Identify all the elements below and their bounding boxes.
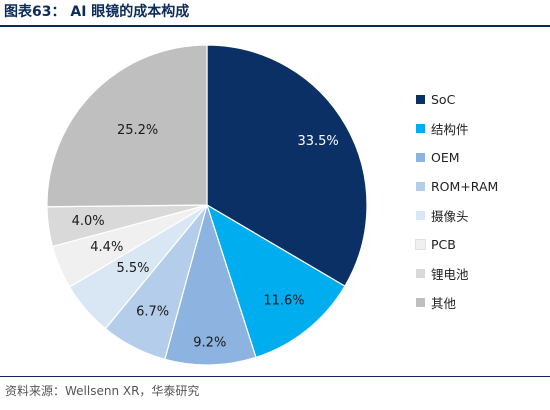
figure-title: 图表63： AI 眼镜的成本构成 bbox=[4, 4, 190, 20]
legend-item-rom-ram: ROM+RAM bbox=[416, 172, 498, 201]
slice-label-rom-ram: 6.7% bbox=[136, 305, 169, 320]
legend-item-other: 其他 bbox=[416, 288, 498, 317]
legend-item-soc: SoC bbox=[416, 85, 498, 114]
pie-slice-oem bbox=[164, 202, 257, 366]
pie-slice-other bbox=[46, 44, 208, 208]
slice-label-other: 25.2% bbox=[117, 123, 158, 138]
legend-label-camera: 摄像头 bbox=[431, 209, 469, 224]
legend-label-other: 其他 bbox=[431, 296, 457, 311]
slice-label-structure: 11.6% bbox=[263, 294, 304, 309]
legend-swatch-structure bbox=[416, 124, 425, 133]
legend: SoC 结构件 OEM ROM+RAM 摄像头 PCB 锂电池 其他 bbox=[415, 85, 498, 317]
legend-label-oem: OEM bbox=[431, 150, 460, 165]
pie-chart: 33.5% 11.6% 9.2% 6.7% 5.5% 4.4% 4.0% 25.2% bbox=[46, 44, 368, 366]
legend-label-rom-ram: ROM+RAM bbox=[431, 179, 499, 194]
pie-slice-soc bbox=[206, 44, 368, 287]
legend-swatch-pcb bbox=[415, 239, 426, 250]
legend-swatch-camera bbox=[416, 211, 425, 220]
legend-label-structure: 结构件 bbox=[431, 122, 469, 137]
pie-slice-labels: 33.5% 11.6% 9.2% 6.7% 5.5% 4.4% 4.0% 25.2% bbox=[72, 123, 339, 351]
legend-label-pcb: PCB bbox=[431, 237, 456, 252]
legend-swatch-rom-ram bbox=[416, 182, 425, 191]
legend-swatch-battery bbox=[416, 269, 425, 278]
legend-item-battery: 锂电池 bbox=[416, 259, 498, 288]
legend-swatch-other bbox=[416, 298, 425, 307]
legend-label-soc: SoC bbox=[431, 92, 456, 107]
slice-label-oem: 9.2% bbox=[193, 336, 226, 351]
slice-label-battery: 4.0% bbox=[72, 214, 105, 229]
source-note: 资料来源：Wellsenn XR，华泰研究 bbox=[5, 384, 200, 398]
legend-item-pcb: PCB bbox=[415, 230, 498, 259]
legend-item-oem: OEM bbox=[416, 143, 498, 172]
legend-swatch-soc bbox=[416, 95, 425, 104]
legend-item-structure: 结构件 bbox=[416, 114, 498, 143]
title-divider bbox=[0, 25, 550, 27]
pie-slices bbox=[46, 44, 368, 366]
footer-divider bbox=[0, 376, 550, 377]
legend-item-camera: 摄像头 bbox=[416, 201, 498, 230]
pie-slice-structure bbox=[205, 203, 346, 359]
slice-label-camera: 5.5% bbox=[116, 261, 149, 276]
legend-swatch-oem bbox=[416, 153, 425, 162]
slice-label-pcb: 4.4% bbox=[90, 240, 123, 255]
slice-label-soc: 33.5% bbox=[297, 134, 338, 149]
legend-label-battery: 锂电池 bbox=[431, 267, 469, 282]
